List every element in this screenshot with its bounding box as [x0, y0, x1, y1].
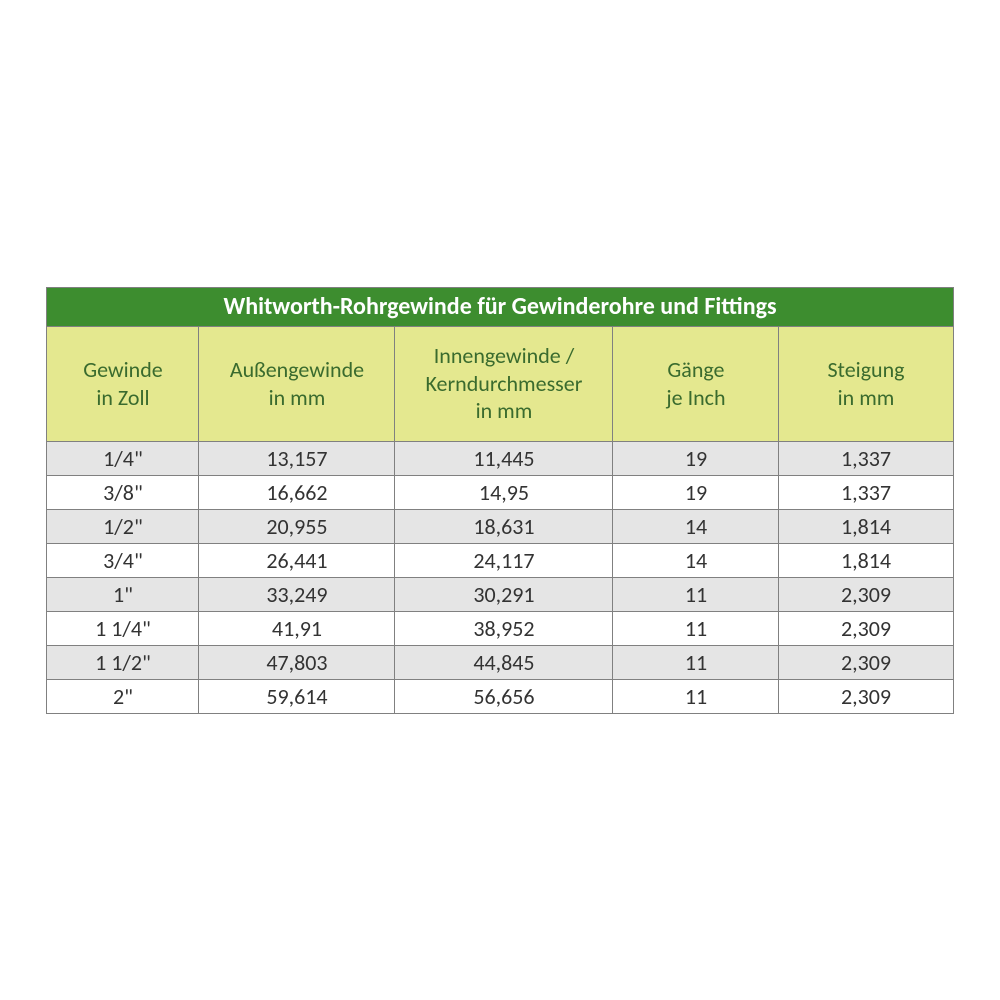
- table-row: 1/2"20,95518,631141,814: [47, 509, 953, 543]
- cell-r3-c4: 1,814: [779, 543, 953, 577]
- table-row: 1"33,24930,291112,309: [47, 577, 953, 611]
- cell-r6-c4: 2,309: [779, 645, 953, 679]
- cell-r4-c4: 2,309: [779, 577, 953, 611]
- header-line: je Inch: [615, 384, 776, 412]
- header-line: in mm: [397, 397, 610, 425]
- header-line: in Zoll: [49, 384, 196, 412]
- cell-r2-c4: 1,814: [779, 509, 953, 543]
- cell-r5-c4: 2,309: [779, 611, 953, 645]
- cell-r1-c1: 16,662: [199, 475, 395, 509]
- cell-r2-c2: 18,631: [395, 509, 613, 543]
- cell-r2-c1: 20,955: [199, 509, 395, 543]
- thread-table: Whitworth-Rohrgewinde für Gewinderohre u…: [46, 287, 953, 714]
- table-row: 1 1/2"47,80344,845112,309: [47, 645, 953, 679]
- cell-r1-c3: 19: [613, 475, 779, 509]
- table-row: 1 1/4"41,9138,952112,309: [47, 611, 953, 645]
- header-row: Gewindein ZollAußengewindein mmInnengewi…: [47, 326, 953, 441]
- cell-r2-c0: 1/2": [47, 509, 199, 543]
- cell-r1-c4: 1,337: [779, 475, 953, 509]
- cell-r3-c2: 24,117: [395, 543, 613, 577]
- cell-r5-c2: 38,952: [395, 611, 613, 645]
- table-row: 3/8"16,66214,95191,337: [47, 475, 953, 509]
- cell-r7-c1: 59,614: [199, 679, 395, 713]
- cell-r6-c2: 44,845: [395, 645, 613, 679]
- column-header-4: Steigungin mm: [779, 326, 953, 441]
- column-header-0: Gewindein Zoll: [47, 326, 199, 441]
- cell-r0-c0: 1/4": [47, 441, 199, 475]
- cell-r4-c2: 30,291: [395, 577, 613, 611]
- cell-r4-c3: 11: [613, 577, 779, 611]
- cell-r6-c1: 47,803: [199, 645, 395, 679]
- header-line: in mm: [201, 384, 392, 412]
- table-head: Whitworth-Rohrgewinde für Gewinderohre u…: [47, 287, 953, 441]
- title-row: Whitworth-Rohrgewinde für Gewinderohre u…: [47, 287, 953, 326]
- cell-r5-c3: 11: [613, 611, 779, 645]
- cell-r1-c2: 14,95: [395, 475, 613, 509]
- cell-r2-c3: 14: [613, 509, 779, 543]
- column-header-3: Gängeje Inch: [613, 326, 779, 441]
- column-header-1: Außengewindein mm: [199, 326, 395, 441]
- cell-r3-c0: 3/4": [47, 543, 199, 577]
- header-line: in mm: [781, 384, 950, 412]
- table-row: 1/4"13,15711,445191,337: [47, 441, 953, 475]
- cell-r5-c1: 41,91: [199, 611, 395, 645]
- cell-r7-c0: 2": [47, 679, 199, 713]
- cell-r0-c1: 13,157: [199, 441, 395, 475]
- header-line: Außengewinde: [201, 356, 392, 384]
- cell-r6-c3: 11: [613, 645, 779, 679]
- cell-r4-c1: 33,249: [199, 577, 395, 611]
- table-row: 2"59,61456,656112,309: [47, 679, 953, 713]
- header-line: Kerndurchmesser: [397, 370, 610, 398]
- cell-r3-c3: 14: [613, 543, 779, 577]
- header-line: Gewinde: [49, 356, 196, 384]
- column-header-2: Innengewinde /Kerndurchmesserin mm: [395, 326, 613, 441]
- page-wrap: Whitworth-Rohrgewinde für Gewinderohre u…: [0, 0, 1000, 1000]
- cell-r4-c0: 1": [47, 577, 199, 611]
- cell-r6-c0: 1 1/2": [47, 645, 199, 679]
- cell-r3-c1: 26,441: [199, 543, 395, 577]
- header-line: Innengewinde /: [397, 342, 610, 370]
- table-title: Whitworth-Rohrgewinde für Gewinderohre u…: [47, 287, 953, 326]
- header-line: Steigung: [781, 356, 950, 384]
- cell-r5-c0: 1 1/4": [47, 611, 199, 645]
- cell-r0-c3: 19: [613, 441, 779, 475]
- cell-r0-c4: 1,337: [779, 441, 953, 475]
- cell-r7-c2: 56,656: [395, 679, 613, 713]
- table-body: 1/4"13,15711,445191,3373/8"16,66214,9519…: [47, 441, 953, 713]
- cell-r1-c0: 3/8": [47, 475, 199, 509]
- table-row: 3/4"26,44124,117141,814: [47, 543, 953, 577]
- cell-r0-c2: 11,445: [395, 441, 613, 475]
- cell-r7-c3: 11: [613, 679, 779, 713]
- cell-r7-c4: 2,309: [779, 679, 953, 713]
- header-line: Gänge: [615, 356, 776, 384]
